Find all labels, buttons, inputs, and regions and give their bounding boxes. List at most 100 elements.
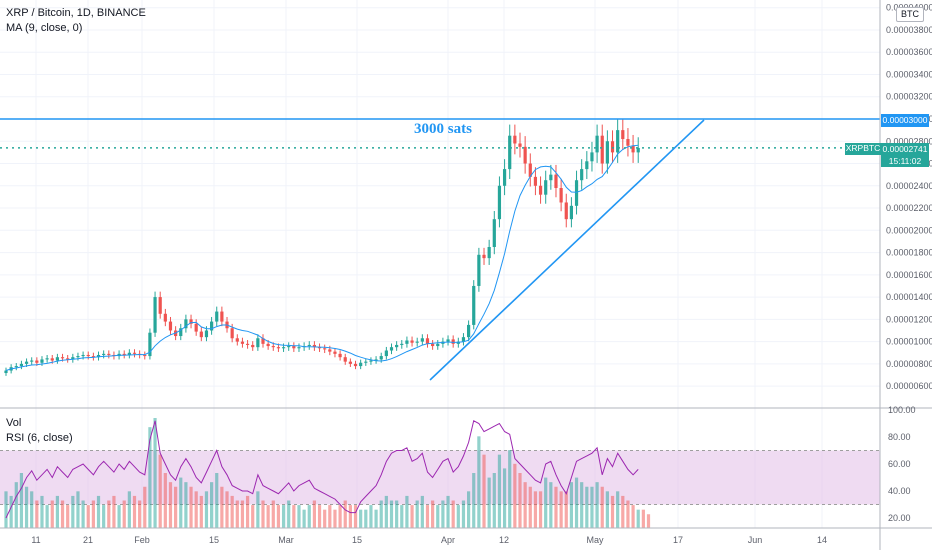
volume-bar bbox=[199, 495, 203, 528]
volume-bar bbox=[626, 500, 630, 528]
volume-bar bbox=[266, 505, 270, 528]
candle-body bbox=[30, 360, 34, 362]
candle-body bbox=[40, 359, 44, 363]
volume-bar bbox=[554, 486, 558, 528]
volume-bar bbox=[240, 500, 245, 528]
volume-bar bbox=[400, 505, 404, 528]
candle-body bbox=[518, 143, 522, 147]
candle-body bbox=[143, 354, 147, 357]
ma-legend[interactable]: MA (9, close, 0) bbox=[6, 22, 83, 34]
volume-bar bbox=[302, 509, 306, 528]
candle-body bbox=[292, 346, 296, 349]
candle-body bbox=[595, 135, 599, 153]
volume-bar bbox=[117, 505, 121, 528]
volume-bar bbox=[122, 500, 126, 528]
candle-body bbox=[554, 174, 558, 189]
candle-body bbox=[204, 330, 209, 338]
volume-bar bbox=[338, 505, 342, 528]
volume-bar bbox=[502, 468, 507, 528]
y-tick-label: 0.00002400 bbox=[886, 181, 932, 191]
symbol-legend[interactable]: XRP / Bitcoin, 1D, BINANCE bbox=[6, 7, 146, 19]
rsi-band-fill bbox=[0, 450, 880, 505]
volume-bar bbox=[492, 473, 496, 528]
volume-bar bbox=[533, 491, 538, 528]
volume-bar bbox=[513, 463, 517, 528]
volume-bar bbox=[168, 482, 173, 528]
candle-body bbox=[626, 139, 630, 146]
candle-body bbox=[467, 324, 471, 338]
x-tick-label: Mar bbox=[278, 535, 294, 545]
rsi-band bbox=[0, 450, 880, 505]
volume-bar bbox=[153, 418, 157, 528]
candles bbox=[4, 118, 640, 376]
rsi-tick-label: 40.00 bbox=[888, 486, 911, 496]
candle-body bbox=[338, 353, 342, 358]
volume-bar bbox=[55, 495, 59, 528]
rsi-legend[interactable]: RSI (6, close) bbox=[6, 432, 73, 444]
volume-bar bbox=[482, 454, 486, 528]
candle-body bbox=[328, 349, 332, 352]
candle-body bbox=[86, 354, 90, 357]
y-tick-label: 0.00000800 bbox=[886, 359, 932, 369]
candle-body bbox=[50, 358, 54, 361]
volume-bar bbox=[451, 500, 455, 528]
candle-body bbox=[266, 343, 270, 347]
candle-body bbox=[317, 347, 322, 349]
volume-bar bbox=[590, 486, 594, 528]
volume-bar bbox=[235, 500, 239, 528]
candle-body bbox=[276, 347, 281, 349]
candle-body bbox=[281, 347, 286, 349]
candle-body bbox=[420, 338, 424, 342]
volume-bar bbox=[225, 491, 229, 528]
x-tick-label: Apr bbox=[441, 535, 455, 545]
candle-body bbox=[45, 358, 49, 360]
volume-bar bbox=[353, 505, 358, 528]
y-tick-label: 0.00002000 bbox=[886, 225, 932, 235]
y-tick-label: 0.00001600 bbox=[886, 270, 932, 280]
candle-body bbox=[410, 340, 414, 343]
volume-bar bbox=[425, 505, 430, 528]
candle-body bbox=[256, 338, 260, 348]
symbol-price-tag: XRPBTC bbox=[845, 143, 881, 155]
volume-legend[interactable]: Vol bbox=[6, 417, 22, 429]
volume-bar bbox=[71, 495, 75, 528]
volume-bar bbox=[544, 477, 548, 528]
y-tick-label: 0.00003800 bbox=[886, 25, 932, 35]
candle-body bbox=[523, 146, 527, 164]
volume-bar bbox=[189, 486, 193, 528]
rsi-tick-label: 100.00 bbox=[888, 405, 916, 415]
volume-bar bbox=[564, 491, 568, 528]
candle-body bbox=[251, 344, 255, 348]
candle-body bbox=[384, 350, 388, 357]
currency-badge[interactable]: BTC bbox=[896, 7, 924, 22]
volume-bar bbox=[138, 500, 142, 528]
volume-bar bbox=[312, 500, 316, 528]
volume-bar bbox=[523, 482, 527, 528]
volume-bar bbox=[636, 509, 640, 528]
x-tick-label: 17 bbox=[673, 535, 683, 545]
candle-body bbox=[261, 338, 265, 344]
candle-body bbox=[122, 353, 126, 355]
volume-bar bbox=[395, 500, 399, 528]
volume-bar bbox=[256, 491, 260, 528]
volume-bar bbox=[4, 491, 8, 528]
candle-body bbox=[569, 205, 573, 220]
volume-bar bbox=[281, 505, 286, 528]
volume-bar bbox=[50, 500, 54, 528]
candle-body bbox=[235, 338, 239, 342]
candle-body bbox=[446, 339, 450, 342]
candle-body bbox=[549, 174, 553, 181]
candle-body bbox=[287, 346, 291, 348]
y-tick-label: 0.00001800 bbox=[886, 248, 932, 258]
candle-body bbox=[559, 188, 563, 203]
volume-bar bbox=[487, 477, 491, 528]
candle-body bbox=[71, 357, 75, 360]
candle-body bbox=[400, 343, 404, 345]
volume-bar bbox=[333, 509, 337, 528]
candle-body bbox=[353, 363, 358, 367]
candle-body bbox=[621, 130, 625, 140]
volume-bar bbox=[96, 495, 101, 528]
volume-bar bbox=[163, 473, 167, 528]
